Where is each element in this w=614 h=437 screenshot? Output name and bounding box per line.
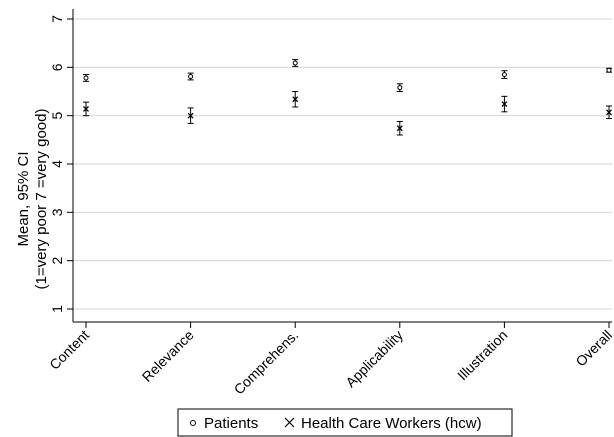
point-patients-4 xyxy=(501,70,508,79)
legend-hcw-marker xyxy=(284,417,295,428)
marker-circle xyxy=(606,67,612,73)
point-patients-5 xyxy=(606,67,612,73)
legend-hcw-label: Health Care Workers (hcw) xyxy=(301,415,482,432)
x-tick-label-0: Content xyxy=(46,327,92,373)
legend-patients-marker xyxy=(190,420,196,426)
marker-circle xyxy=(292,60,298,66)
point-patients-3 xyxy=(396,83,403,92)
x-tick-label-3: Applicability xyxy=(342,327,406,391)
point-hcw-0 xyxy=(83,101,89,117)
marker-x-b xyxy=(606,109,612,116)
marker-x-b xyxy=(187,112,194,119)
x-tick-label-1: Relevance xyxy=(139,327,197,385)
y-tick-label-2: 2 xyxy=(49,257,65,265)
point-hcw-5 xyxy=(606,105,612,120)
marker-x-b xyxy=(83,105,89,112)
y-tick-label-7: 7 xyxy=(49,15,65,23)
y-tick-label-4: 4 xyxy=(49,160,65,168)
marker-circle xyxy=(83,75,89,81)
marker-x-b xyxy=(501,101,508,108)
y-tick-label-6: 6 xyxy=(49,63,65,71)
legend: Patients Health Care Workers (hcw) xyxy=(177,408,513,437)
marker-circle xyxy=(397,85,403,91)
y-axis-label-line1: Mean, 95% CI xyxy=(15,151,32,246)
x-tick-label-5: Overall xyxy=(572,327,614,370)
marker-circle xyxy=(188,74,194,80)
y-ticks: 1 2 3 4 5 6 7 xyxy=(49,15,73,313)
x-ticks: Content Relevance Comprehens. Applicability… xyxy=(46,322,614,398)
x-tick-label-4: Illustration xyxy=(454,327,510,383)
marker-circle xyxy=(501,72,507,78)
data-marks xyxy=(83,59,612,136)
marker-x-b xyxy=(396,125,403,132)
point-patients-1 xyxy=(187,72,194,81)
point-hcw-4 xyxy=(501,95,508,113)
point-hcw-3 xyxy=(396,120,403,136)
x-tick-label-2: Comprehens. xyxy=(231,327,302,398)
marker-x-b xyxy=(292,96,299,103)
point-hcw-2 xyxy=(292,91,299,108)
grid-lines xyxy=(73,18,612,310)
y-tick-label-1: 1 xyxy=(49,305,65,313)
legend-patients-label: Patients xyxy=(204,415,258,432)
legend-box xyxy=(177,408,513,437)
y-tick-label-5: 5 xyxy=(49,112,65,120)
y-tick-label-3: 3 xyxy=(49,208,65,216)
point-patients-0 xyxy=(83,74,89,82)
point-hcw-1 xyxy=(187,107,194,124)
point-patients-2 xyxy=(292,59,299,67)
y-axis-label-line2: (1=very poor 7 =very good) xyxy=(33,109,50,290)
